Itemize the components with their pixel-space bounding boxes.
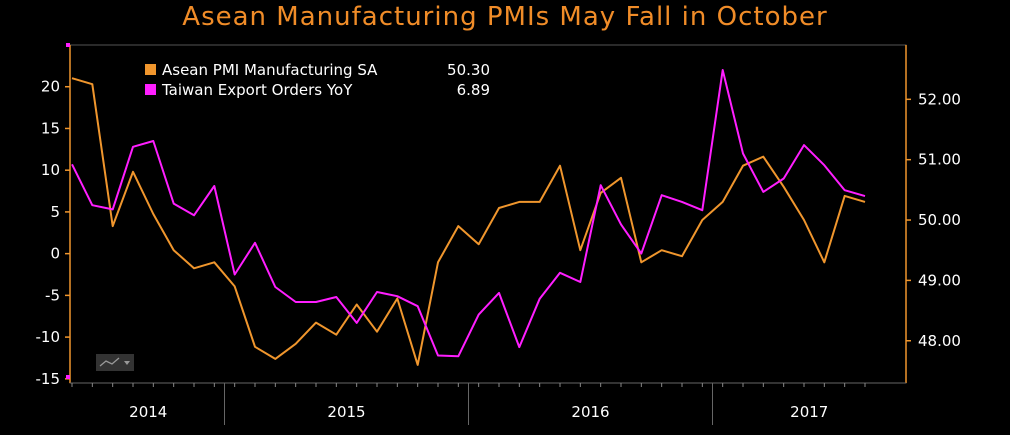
legend-value-taiwan: 6.89 — [457, 81, 490, 99]
right-axis: 52.00 51.00 50.00 49.00 48.00 — [905, 45, 961, 383]
taiwan-export-orders-line — [71, 69, 866, 358]
year-label: 2014 — [129, 403, 167, 421]
left-axis-bottom-marker — [66, 375, 70, 379]
chart-title: Asean Manufacturing PMIs May Fall in Oct… — [182, 2, 828, 32]
asean-pmi-line — [71, 77, 866, 366]
left-tick-label: 0 — [50, 245, 60, 263]
series-layer — [71, 69, 866, 366]
year-label: 2015 — [327, 403, 365, 421]
left-axis-top-marker — [66, 43, 70, 47]
left-tick-label: 5 — [50, 203, 60, 221]
legend-label-asean: Asean PMI Manufacturing SA — [162, 61, 378, 79]
right-tick-label: 51.00 — [918, 151, 961, 169]
chevron-down-icon — [124, 361, 130, 365]
legend: Asean PMI Manufacturing SA 50.30 Taiwan … — [130, 55, 520, 103]
left-tick-label: -10 — [36, 328, 61, 346]
legend-value-asean: 50.30 — [447, 61, 490, 79]
left-tick-label: 20 — [41, 78, 60, 96]
right-tick-label: 52.00 — [918, 90, 961, 108]
right-tick-label: 48.00 — [918, 332, 961, 350]
year-label: 2016 — [571, 403, 609, 421]
legend-label-taiwan: Taiwan Export Orders YoY — [161, 81, 353, 99]
right-tick-label: 50.00 — [918, 211, 961, 229]
left-tick-label: -15 — [36, 370, 61, 388]
x-axis: 2014 2015 2016 2017 — [70, 382, 906, 425]
legend-box — [130, 55, 520, 103]
left-axis: 20 15 10 5 0 -5 -10 -15 — [36, 43, 71, 388]
legend-swatch-taiwan — [145, 84, 156, 95]
left-tick-label: 10 — [41, 161, 60, 179]
line-chart-icon — [99, 357, 120, 367]
chart-type-button-bg[interactable] — [96, 354, 134, 371]
year-label: 2017 — [790, 403, 828, 421]
right-tick-label: 49.00 — [918, 271, 961, 289]
chart-type-button[interactable] — [96, 354, 134, 371]
left-tick-label: 15 — [41, 119, 60, 137]
legend-swatch-asean — [145, 64, 156, 75]
left-tick-label: -5 — [45, 286, 60, 304]
